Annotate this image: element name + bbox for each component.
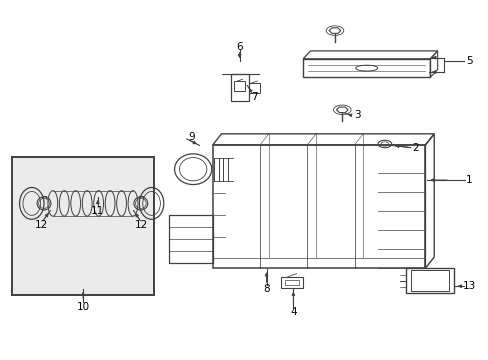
Text: 2: 2 [411,143,418,153]
Text: 4: 4 [289,307,296,317]
Text: 3: 3 [353,110,360,120]
Bar [234,81,244,91]
Text: 10: 10 [77,302,89,312]
Text: 8: 8 [263,284,269,294]
Bar [248,83,259,93]
Bar [281,277,303,288]
Text: 5: 5 [465,56,472,66]
Bar [285,280,299,285]
Text: 12: 12 [135,220,148,230]
Bar [12,157,154,295]
Text: 6: 6 [236,42,243,52]
Text: 1: 1 [465,175,472,185]
Text: 7: 7 [250,92,257,102]
Text: 12: 12 [35,220,48,230]
Text: 11: 11 [91,206,104,216]
Text: 13: 13 [462,281,475,291]
Text: 9: 9 [188,132,195,142]
Bar [231,74,249,101]
